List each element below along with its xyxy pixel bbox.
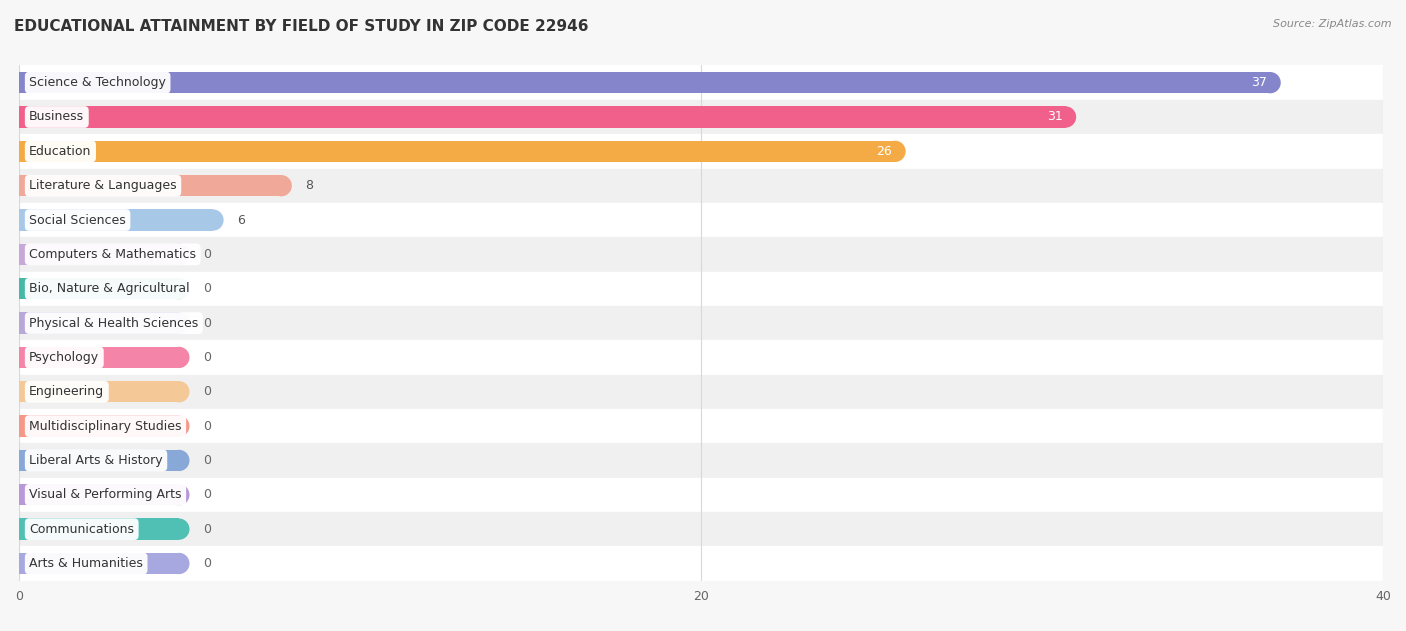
- Bar: [20, 72, 1270, 93]
- Bar: [884, 141, 896, 162]
- Circle shape: [1054, 107, 1076, 127]
- Bar: [20, 278, 179, 299]
- Text: Computers & Mathematics: Computers & Mathematics: [30, 248, 197, 261]
- Bar: [169, 312, 179, 334]
- Circle shape: [169, 381, 190, 403]
- Text: 0: 0: [202, 282, 211, 295]
- Circle shape: [1260, 72, 1281, 93]
- Text: EDUCATIONAL ATTAINMENT BY FIELD OF STUDY IN ZIP CODE 22946: EDUCATIONAL ATTAINMENT BY FIELD OF STUDY…: [14, 19, 589, 34]
- Text: 0: 0: [202, 248, 211, 261]
- Circle shape: [169, 312, 190, 334]
- Bar: [20, 306, 1384, 340]
- Bar: [20, 546, 1384, 581]
- Circle shape: [169, 484, 190, 505]
- Circle shape: [202, 209, 224, 231]
- Text: Communications: Communications: [30, 522, 134, 536]
- Circle shape: [169, 415, 190, 437]
- Text: 37: 37: [1251, 76, 1267, 89]
- Bar: [20, 347, 179, 368]
- Bar: [20, 107, 1066, 127]
- Text: 0: 0: [202, 557, 211, 570]
- Bar: [169, 415, 179, 437]
- Bar: [202, 209, 214, 231]
- Bar: [20, 66, 1384, 100]
- Text: Social Sciences: Social Sciences: [30, 213, 127, 227]
- Bar: [20, 244, 179, 265]
- Text: Visual & Performing Arts: Visual & Performing Arts: [30, 488, 181, 501]
- Text: 8: 8: [305, 179, 314, 192]
- Circle shape: [271, 175, 292, 196]
- Bar: [169, 278, 179, 299]
- Text: Physical & Health Sciences: Physical & Health Sciences: [30, 317, 198, 329]
- Text: 0: 0: [202, 488, 211, 501]
- Text: Education: Education: [30, 145, 91, 158]
- Bar: [20, 271, 1384, 306]
- Bar: [20, 375, 1384, 409]
- Text: Arts & Humanities: Arts & Humanities: [30, 557, 143, 570]
- Circle shape: [169, 519, 190, 540]
- Bar: [20, 450, 179, 471]
- Text: 6: 6: [238, 213, 245, 227]
- Bar: [20, 484, 179, 505]
- Bar: [169, 244, 179, 265]
- Text: Engineering: Engineering: [30, 386, 104, 398]
- Bar: [1054, 107, 1066, 127]
- Bar: [20, 134, 1384, 168]
- Bar: [169, 450, 179, 471]
- Text: Psychology: Psychology: [30, 351, 100, 364]
- Text: 31: 31: [1046, 110, 1063, 124]
- Bar: [169, 519, 179, 540]
- Text: Bio, Nature & Agricultural: Bio, Nature & Agricultural: [30, 282, 190, 295]
- Bar: [20, 512, 1384, 546]
- Bar: [20, 409, 1384, 443]
- Circle shape: [169, 278, 190, 299]
- Bar: [20, 203, 1384, 237]
- Text: 0: 0: [202, 522, 211, 536]
- Text: Literature & Languages: Literature & Languages: [30, 179, 177, 192]
- Text: 0: 0: [202, 351, 211, 364]
- Bar: [271, 175, 281, 196]
- Circle shape: [169, 244, 190, 265]
- Text: Business: Business: [30, 110, 84, 124]
- Text: 0: 0: [202, 454, 211, 467]
- Bar: [169, 381, 179, 403]
- Bar: [20, 381, 179, 403]
- Bar: [169, 553, 179, 574]
- Circle shape: [169, 450, 190, 471]
- Bar: [20, 443, 1384, 478]
- Text: Liberal Arts & History: Liberal Arts & History: [30, 454, 163, 467]
- Text: 0: 0: [202, 317, 211, 329]
- Bar: [20, 415, 179, 437]
- Text: Multidisciplinary Studies: Multidisciplinary Studies: [30, 420, 181, 433]
- Bar: [20, 141, 896, 162]
- Circle shape: [169, 347, 190, 368]
- Bar: [20, 237, 1384, 271]
- Bar: [169, 484, 179, 505]
- Circle shape: [884, 141, 905, 162]
- Bar: [20, 553, 179, 574]
- Circle shape: [169, 553, 190, 574]
- Bar: [20, 340, 1384, 375]
- Bar: [20, 209, 214, 231]
- Bar: [20, 312, 179, 334]
- Bar: [20, 519, 179, 540]
- Bar: [1260, 72, 1270, 93]
- Bar: [169, 347, 179, 368]
- Text: 0: 0: [202, 420, 211, 433]
- Bar: [20, 168, 1384, 203]
- Text: Source: ZipAtlas.com: Source: ZipAtlas.com: [1274, 19, 1392, 29]
- Text: Science & Technology: Science & Technology: [30, 76, 166, 89]
- Bar: [20, 478, 1384, 512]
- Bar: [20, 100, 1384, 134]
- Text: 26: 26: [876, 145, 891, 158]
- Bar: [20, 175, 281, 196]
- Text: 0: 0: [202, 386, 211, 398]
